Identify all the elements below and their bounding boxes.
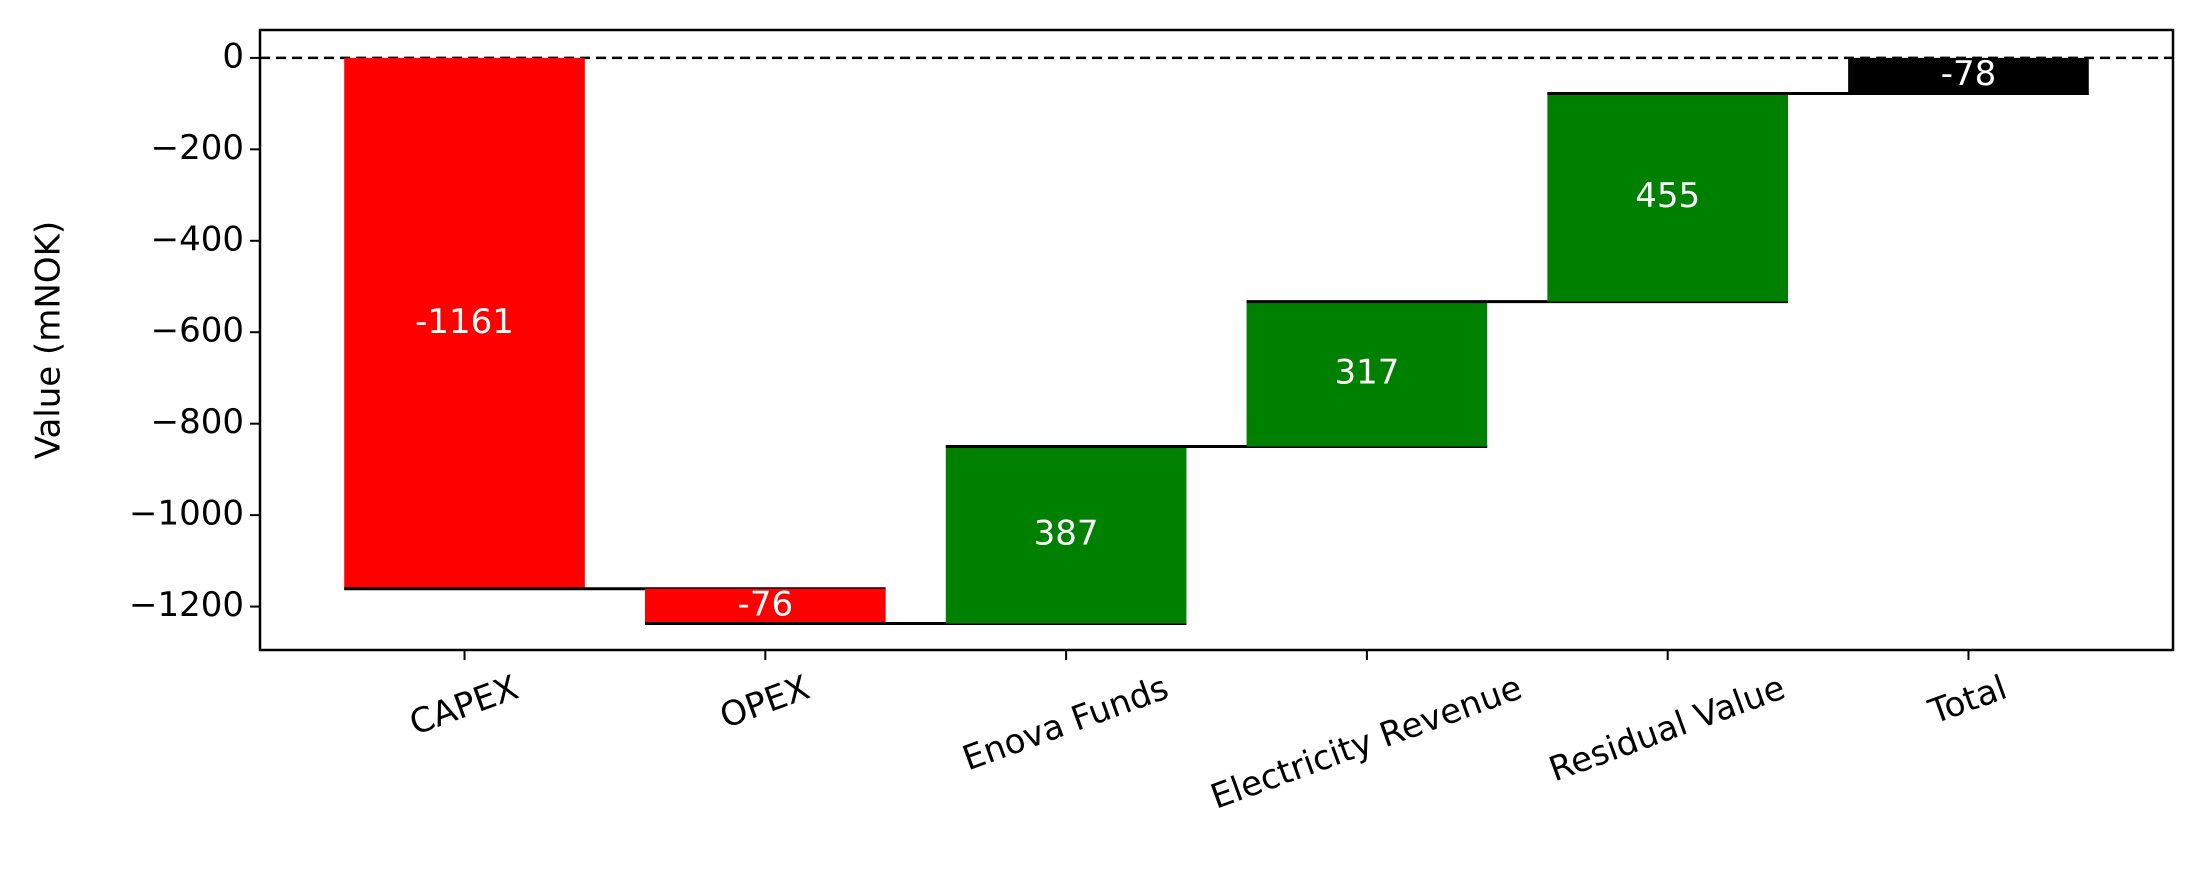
y-tick-label: 0 [222,36,244,76]
y-tick-label: −400 [151,219,244,259]
y-tick-label: −800 [151,402,244,442]
bar-value-label: 455 [1635,176,1700,216]
bar-value-label: -78 [1941,54,1997,94]
x-tick-label: Electricity Revenue [1206,668,1528,818]
bar [645,588,886,624]
bar-value-label: 387 [1034,514,1099,554]
x-tick-label: OPEX [715,668,815,737]
bar [344,57,585,589]
plot-frame [258,28,2175,652]
bar [1547,93,1788,302]
x-tick-label: Total [1923,668,2012,733]
y-axis-label: Value (mNOK) [29,221,69,459]
y-tick-label: −1200 [129,585,244,625]
x-tick-label: Enova Funds [957,668,1173,779]
x-tick-label: CAPEX [404,668,523,744]
x-tick-label: Residual Value [1544,668,1791,790]
bar [945,446,1187,624]
y-tick-label: −1000 [129,494,244,534]
bar [1246,301,1488,447]
y-tick-label: −200 [151,128,244,168]
y-tick-label: −600 [151,311,244,351]
bar-value-label: -76 [738,585,794,625]
bar-value-label: 317 [1334,353,1399,393]
bar [1848,57,2089,94]
bar-value-label: -1161 [415,302,514,342]
